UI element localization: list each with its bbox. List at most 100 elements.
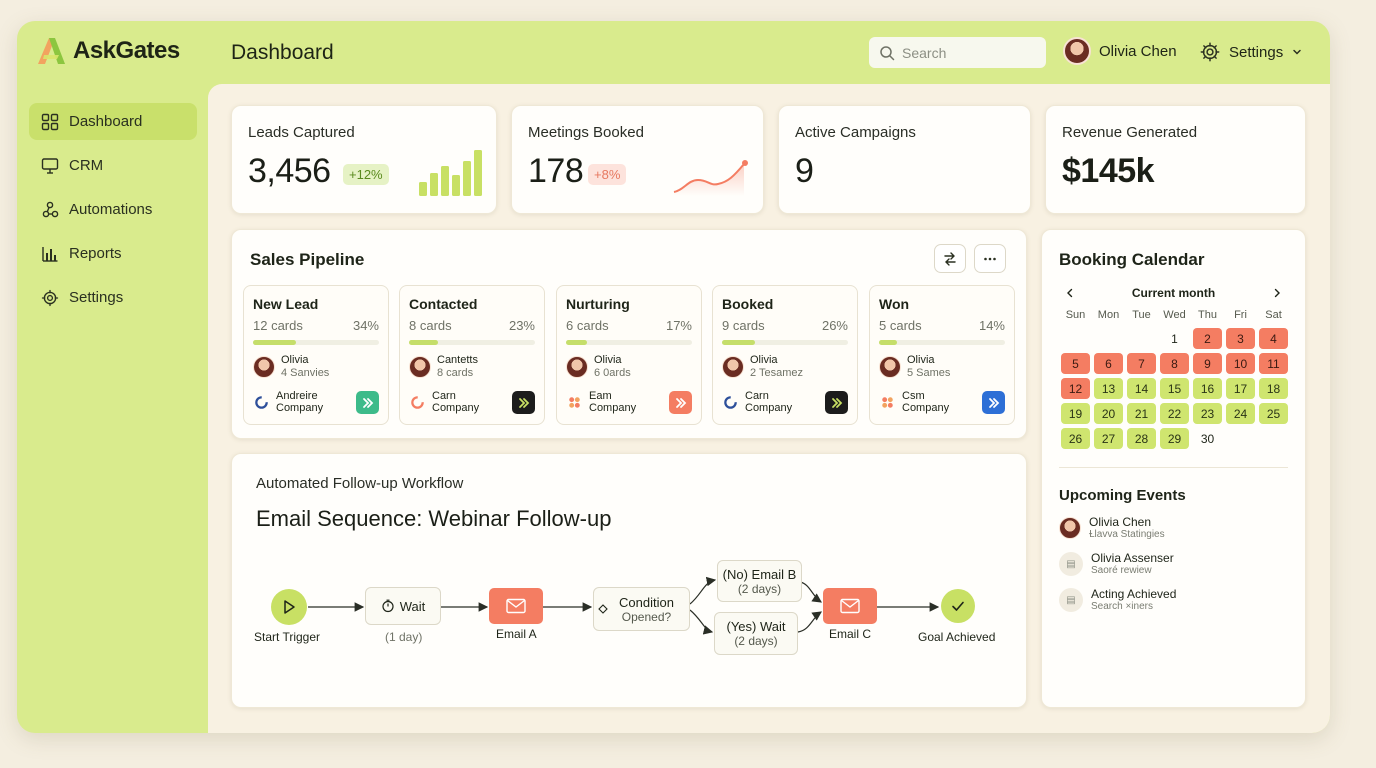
app-logo-icon <box>518 397 529 408</box>
stat-card-revenue[interactable]: Revenue Generated $145k <box>1045 105 1306 214</box>
stat-card-campaigns[interactable]: Active Campaigns 9 <box>778 105 1031 214</box>
condition-node[interactable]: Condition Opened? <box>593 587 690 631</box>
sidebar-item-dashboard[interactable]: Dashboard <box>29 103 197 140</box>
calendar-day[interactable]: 3 <box>1226 328 1255 349</box>
calendar-day[interactable]: 18 <box>1259 378 1288 399</box>
email-c-node[interactable] <box>823 588 877 624</box>
pipeline-stage-card[interactable]: Nurturing 6 cards 17% Olivia 6 0ards Eam Compa… <box>556 285 702 425</box>
upcoming-event-item[interactable]: ▤ Olivia Assenser Saoré rewiew <box>1059 551 1174 577</box>
calendar-day[interactable]: 15 <box>1160 378 1189 399</box>
calendar-day[interactable]: 17 <box>1226 378 1255 399</box>
app-logo-tile[interactable] <box>825 391 848 414</box>
pipeline-stage-card[interactable]: New Lead 12 cards 34% Olivia 4 Sanvies Andrei… <box>243 285 389 425</box>
calendar-day[interactable]: 20 <box>1094 403 1123 424</box>
event-list-icon: ▤ <box>1059 588 1083 612</box>
calendar-day[interactable]: 21 <box>1127 403 1156 424</box>
calendar-day[interactable]: 12 <box>1061 378 1090 399</box>
stat-card-meetings[interactable]: Meetings Booked 178 +8% <box>511 105 764 214</box>
section-title: Booking Calendar <box>1059 250 1205 269</box>
calendar-day[interactable]: 7 <box>1127 353 1156 374</box>
logo[interactable]: AskGates <box>35 35 180 67</box>
calendar-day[interactable]: 10 <box>1226 353 1255 374</box>
no-branch-node[interactable]: (No) Email B (2 days) <box>717 560 802 602</box>
stage-percent: 34% <box>352 318 379 333</box>
pipeline-stage-card[interactable]: Won 5 cards 14% Olivia 5 Sames Csm Company <box>869 285 1015 425</box>
sidebar-item-crm[interactable]: CRM <box>29 147 197 184</box>
contact-detail: 8 cards <box>437 367 474 379</box>
weekday-label: Sat <box>1265 309 1282 321</box>
no-branch-label: (No) Email B <box>722 566 797 582</box>
calendar-day[interactable]: 5 <box>1061 353 1090 374</box>
stage-contact[interactable]: Olivia 4 Sanvies <box>253 354 329 380</box>
calendar-day[interactable]: 1 <box>1171 331 1178 346</box>
filter-button[interactable] <box>934 244 966 273</box>
stat-value: 9 <box>795 152 814 190</box>
more-horizontal-icon <box>984 257 996 260</box>
stage-company[interactable]: Carn Company <box>409 390 479 414</box>
stage-company[interactable]: Carn Company <box>722 390 792 414</box>
calendar-day[interactable]: 22 <box>1160 403 1189 424</box>
stat-value: $145k <box>1062 152 1155 190</box>
pipeline-stage-card[interactable]: Booked 9 cards 26% Olivia 2 Tesamez Carn Compa… <box>712 285 858 425</box>
calendar-day[interactable]: 2 <box>1193 328 1222 349</box>
gear-icon <box>41 289 59 306</box>
stage-company[interactable]: Csm Company <box>879 390 949 414</box>
calendar-day[interactable]: 27 <box>1094 428 1123 449</box>
pipeline-stage-card[interactable]: Contacted 8 cards 23% Cantetts 8 cards Carn Co… <box>399 285 545 425</box>
calendar-day[interactable]: 24 <box>1226 403 1255 424</box>
sparkline-bar <box>474 150 482 196</box>
calendar-day[interactable]: 11 <box>1259 353 1288 374</box>
calendar-day[interactable]: 19 <box>1061 403 1090 424</box>
app-logo-tile[interactable] <box>669 391 692 414</box>
calendar-day[interactable]: 9 <box>1193 353 1222 374</box>
calendar-day[interactable]: 29 <box>1160 428 1189 449</box>
stage-progress-fill <box>722 340 755 345</box>
app-logo-tile[interactable] <box>356 391 379 414</box>
sidebar: Dashboard CRM Automations Reports Settin… <box>29 103 197 323</box>
app-logo-tile[interactable] <box>982 391 1005 414</box>
stage-contact[interactable]: Cantetts 8 cards <box>409 354 478 380</box>
sidebar-item-automations[interactable]: Automations <box>29 191 197 228</box>
calendar-day[interactable]: 8 <box>1160 353 1189 374</box>
stage-contact[interactable]: Olivia 2 Tesamez <box>722 354 803 380</box>
settings-menu-button[interactable]: Settings <box>1199 41 1303 63</box>
start-trigger-node[interactable] <box>271 589 307 625</box>
calendar-day[interactable]: 28 <box>1127 428 1156 449</box>
calendar-day[interactable]: 14 <box>1127 378 1156 399</box>
calendar-day[interactable]: 30 <box>1200 431 1215 446</box>
yes-branch-label: (Yes) Wait <box>726 619 786 634</box>
upcoming-event-item[interactable]: ▤ Acting Achieved Search ×iners <box>1059 587 1176 613</box>
stat-card-leads[interactable]: Leads Captured 3,456 +12% <box>231 105 497 214</box>
stage-company[interactable]: Eam Company <box>566 390 636 414</box>
goal-node[interactable] <box>941 589 975 623</box>
sidebar-item-label: Reports <box>69 245 122 262</box>
stage-contact[interactable]: Olivia 5 Sames <box>879 354 950 380</box>
sidebar-item-reports[interactable]: Reports <box>29 235 197 272</box>
search-bar[interactable]: Search <box>869 37 1046 68</box>
yes-branch-node[interactable]: (Yes) Wait (2 days) <box>714 612 798 655</box>
wait-node[interactable]: Wait <box>365 587 441 625</box>
calendar-day[interactable]: 16 <box>1193 378 1222 399</box>
email-a-node[interactable] <box>489 588 543 624</box>
calendar-day[interactable]: 25 <box>1259 403 1288 424</box>
contact-name: Olivia <box>594 354 622 366</box>
contact-text: Olivia 2 Tesamez <box>750 354 803 380</box>
stage-company[interactable]: Andreire Company <box>253 390 323 414</box>
user-menu[interactable]: Olivia Chen <box>1063 37 1177 65</box>
sidebar-item-settings[interactable]: Settings <box>29 279 197 316</box>
chevron-left-icon[interactable] <box>1064 287 1076 299</box>
calendar-day[interactable]: 4 <box>1259 328 1288 349</box>
calendar-day[interactable]: 26 <box>1061 428 1090 449</box>
calendar-day[interactable]: 23 <box>1193 403 1222 424</box>
chevron-down-icon <box>1293 49 1301 55</box>
weekday-label: Thu <box>1198 309 1217 321</box>
calendar-day[interactable]: 13 <box>1094 378 1123 399</box>
calendar-day[interactable]: 6 <box>1094 353 1123 374</box>
app-logo-tile[interactable] <box>512 391 535 414</box>
stage-contact[interactable]: Olivia 6 0ards <box>566 354 631 380</box>
section-title: Sales Pipeline <box>250 250 365 269</box>
chevron-right-icon[interactable] <box>1271 287 1283 299</box>
change-badge: +8% <box>588 164 627 185</box>
upcoming-event-item[interactable]: Olivia Chen Ɫlavva Statingies <box>1059 515 1165 541</box>
more-options-button[interactable] <box>974 244 1006 273</box>
